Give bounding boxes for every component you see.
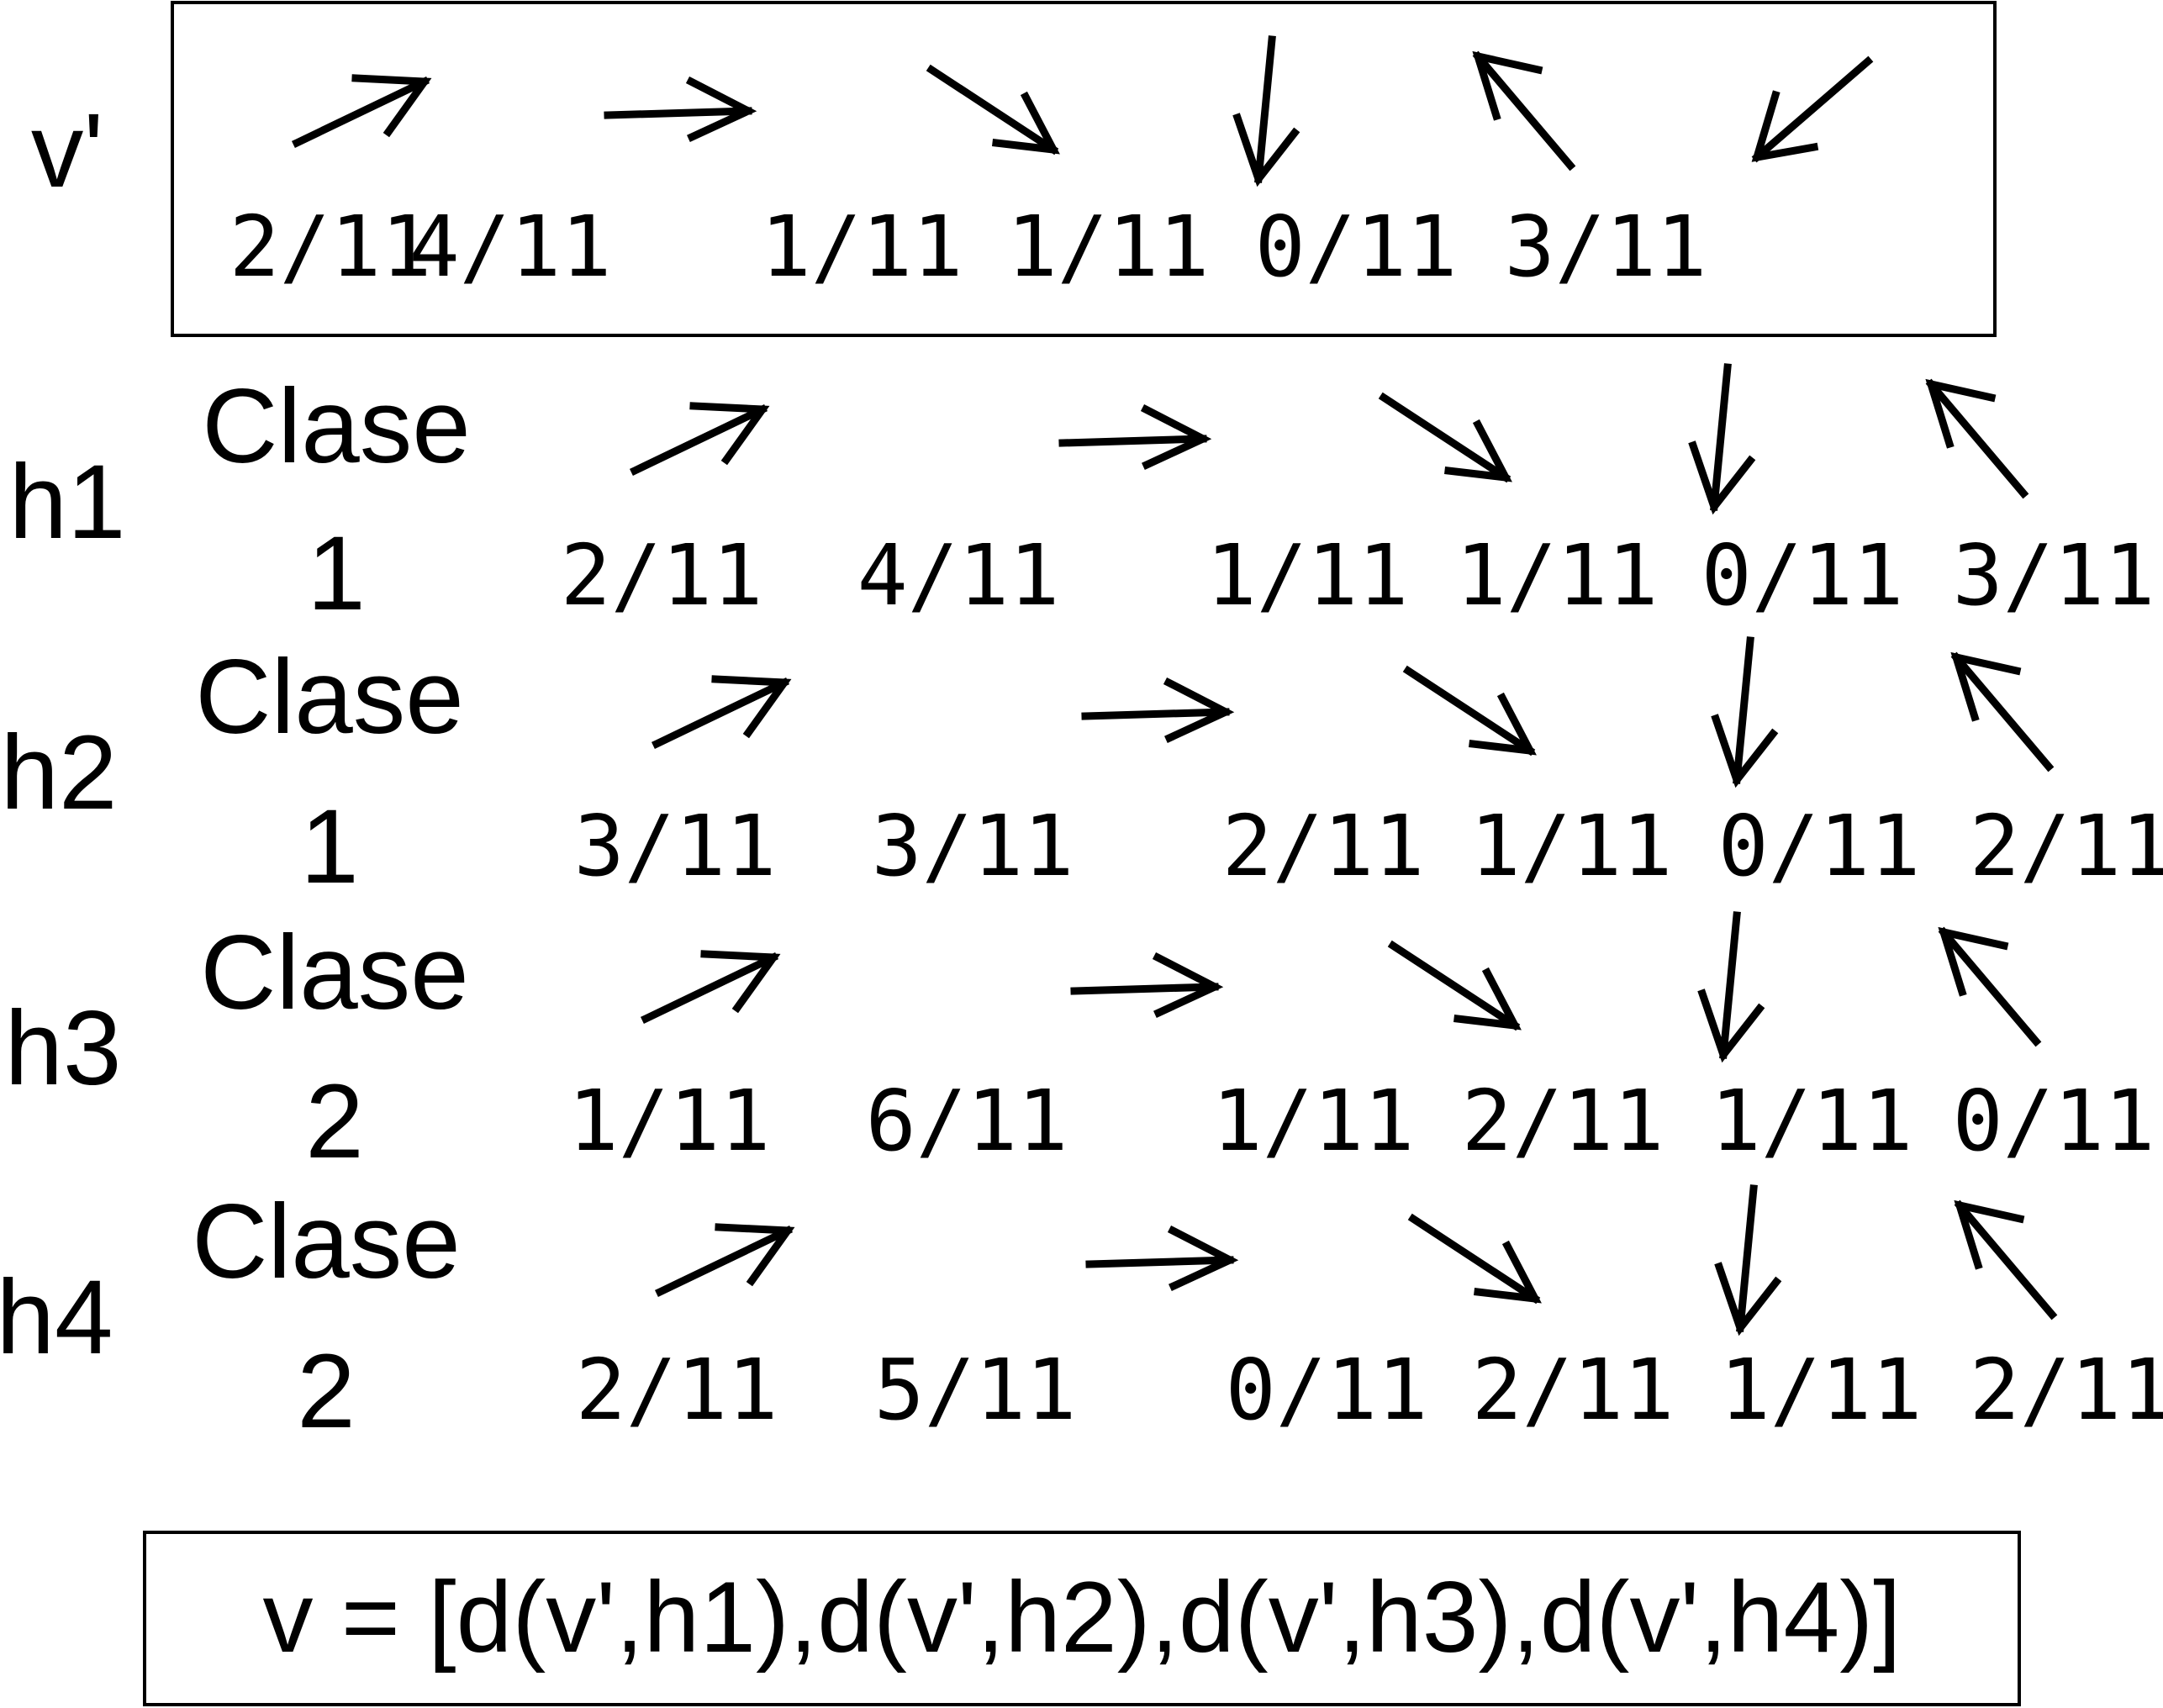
row-label: v'	[31, 92, 103, 209]
right-arrow-icon	[1081, 677, 1235, 743]
up-right-arrow-icon	[640, 950, 781, 1025]
down-right-arrow-icon	[1387, 940, 1522, 1031]
down-left-arrow-icon	[1751, 55, 1874, 163]
fraction-value: 1/11	[1720, 1341, 1923, 1439]
up-right-arrow-icon	[654, 1223, 795, 1298]
row-label: h2	[0, 714, 117, 831]
fraction-value: 1/11	[1007, 198, 1210, 296]
down-arrow-icon	[1697, 911, 1765, 1063]
fraction-value: 2/11	[561, 526, 763, 625]
fraction-value: 0/11	[1255, 198, 1458, 296]
row-h3: h3 Clase 2 1/11 6/11 1/11 2/11 1/11 0/11	[4, 911, 2155, 1180]
right-arrow-icon	[604, 76, 757, 142]
fraction-value: 3/11	[1505, 198, 1707, 296]
up-right-arrow-icon	[629, 402, 770, 477]
class-number: 2	[297, 1333, 356, 1450]
down-right-arrow-icon	[1402, 665, 1537, 756]
fraction-value: 2/11	[1472, 1341, 1675, 1439]
formula: v = [d(v',h1),d(v',h2),d(v',h3),d(v',h4)…	[262, 1561, 1901, 1674]
class-label: Clase	[192, 1183, 461, 1300]
fraction-value: 1/11	[568, 1072, 771, 1170]
up-left-arrow-icon	[1938, 926, 2042, 1047]
row-h2: h2 Clase 1 3/11 3/11 2/11 1/11 0/11 2/11	[0, 636, 2163, 905]
class-number: 1	[300, 788, 359, 905]
row-h4: h4 Clase 2 2/11 5/11 0/11 2/11 1/11 2/11	[0, 1183, 2163, 1450]
vprime-box	[171, 1, 1997, 337]
right-arrow-icon	[1058, 403, 1212, 470]
up-left-arrow-icon	[1950, 651, 2055, 772]
up-left-arrow-icon	[1954, 1199, 2058, 1321]
up-right-arrow-icon	[291, 74, 432, 149]
fraction-value: 3/11	[1953, 526, 2155, 625]
class-label: Clase	[200, 915, 469, 1031]
down-arrow-icon	[1714, 1184, 1782, 1336]
fraction-value: 0/11	[1953, 1072, 2155, 1170]
class-number: 2	[305, 1063, 364, 1180]
fraction-value: 2/11	[1970, 1341, 2163, 1439]
fraction-value: 1/11	[761, 198, 963, 296]
down-arrow-icon	[1232, 35, 1300, 187]
row-label: h1	[8, 444, 125, 561]
right-arrow-icon	[1085, 1225, 1239, 1291]
fraction-value: 1/11	[1711, 1072, 1913, 1170]
fraction-value: 0/11	[1718, 797, 1921, 895]
fraction-value: 1/11	[1456, 526, 1659, 625]
down-right-arrow-icon	[1407, 1213, 1542, 1305]
fraction-value: 4/11	[857, 526, 1060, 625]
fraction-value: 1/11	[1470, 797, 1673, 895]
row-label: h4	[0, 1259, 113, 1376]
down-arrow-icon	[1711, 636, 1779, 788]
fraction-value: 2/11	[1970, 797, 2163, 895]
row-label: h3	[4, 990, 121, 1107]
class-label: Clase	[202, 368, 471, 485]
fraction-value: 2/11	[229, 198, 432, 296]
up-left-arrow-icon	[1472, 50, 1576, 171]
fraction-value: 5/11	[874, 1341, 1077, 1439]
fraction-value: 0/11	[1226, 1341, 1428, 1439]
class-number: 1	[307, 515, 366, 632]
right-arrow-icon	[1070, 952, 1224, 1018]
fraction-value: 2/11	[576, 1341, 778, 1439]
fraction-value: 4/11	[409, 198, 612, 296]
fraction-value: 2/11	[1222, 797, 1425, 895]
down-arrow-icon	[1688, 363, 1756, 515]
row-h1: h1 Clase 1 2/11 4/11 1/11 1/11 0/11 3/11	[8, 363, 2155, 632]
up-right-arrow-icon	[651, 675, 792, 750]
fraction-value: 6/11	[866, 1072, 1068, 1170]
down-right-arrow-icon	[1378, 392, 1512, 483]
down-right-arrow-icon	[926, 64, 1060, 156]
fraction-value: 1/11	[1206, 526, 1409, 625]
formula-box	[143, 1531, 2021, 1706]
fraction-value: 3/11	[574, 797, 777, 895]
fraction-value: 2/11	[1462, 1072, 1664, 1170]
up-left-arrow-icon	[1925, 378, 2029, 499]
fraction-value: 0/11	[1701, 526, 1904, 625]
row-vprime: v' 2/114/11 1/11 1/11 0/11 3/11	[31, 35, 1874, 296]
fraction-value: 1/11	[1212, 1072, 1415, 1170]
class-label: Clase	[195, 639, 464, 756]
fraction-value: 3/11	[872, 797, 1074, 895]
